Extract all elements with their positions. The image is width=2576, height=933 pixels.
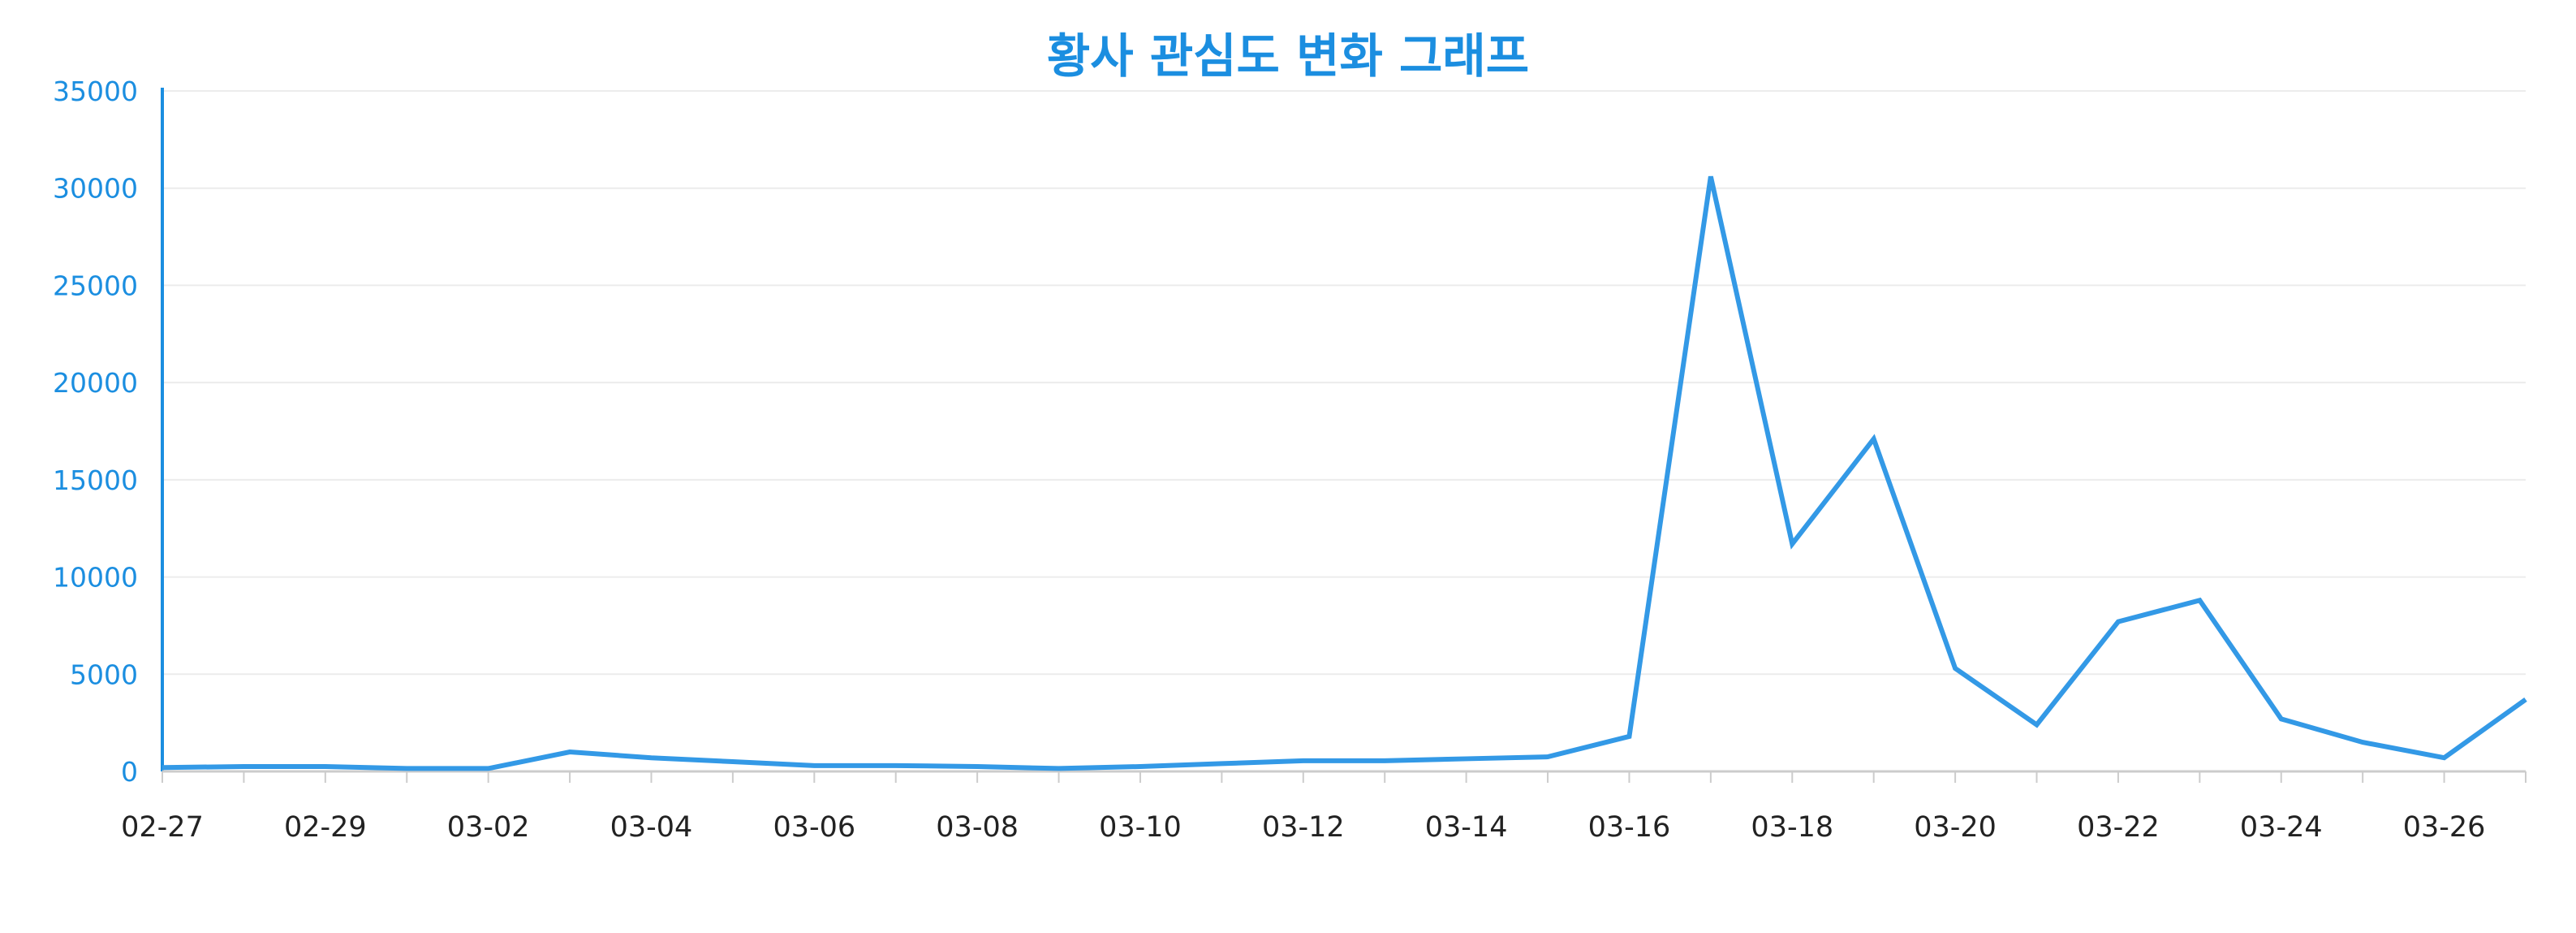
series-line [162, 175, 2527, 771]
x-tick-label: 03-16 [1588, 811, 1671, 844]
y-tick-label: 35000 [53, 76, 138, 107]
y-tick-label: 5000 [70, 659, 138, 690]
x-tick-label: 03-02 [447, 811, 530, 844]
y-tick-label: 10000 [53, 562, 138, 594]
axes [161, 88, 2526, 783]
grid-lines [162, 90, 2526, 676]
tick-labels: 0 5000 10000 15000 20000 25000 30000 35000 02-27… [53, 76, 2485, 844]
x-tick-label: 02-27 [121, 811, 204, 844]
y-tick-label: 25000 [53, 270, 138, 301]
x-tick-label: 03-24 [2240, 811, 2323, 844]
x-tick-label: 02-29 [284, 811, 367, 844]
x-tick-label: 03-18 [1751, 811, 1833, 844]
x-tick-label: 03-26 [2403, 811, 2486, 844]
x-tick-label: 03-04 [610, 811, 693, 844]
x-tick-label: 03-12 [1262, 811, 1345, 844]
x-tick-label: 03-20 [1914, 811, 1997, 844]
y-tick-label: 15000 [53, 464, 138, 496]
chart-title: 황사 관심도 변화 그래프 [1046, 28, 1530, 84]
y-tick-label: 0 [121, 756, 138, 788]
x-tick-label: 03-22 [2077, 811, 2160, 844]
x-tick-label: 03-08 [936, 811, 1019, 844]
y-tick-label: 30000 [53, 173, 138, 205]
series-layer [162, 175, 2527, 771]
x-tick-label: 03-10 [1099, 811, 1182, 844]
x-tick-label: 03-06 [773, 811, 855, 844]
y-tick-label: 20000 [53, 367, 138, 399]
x-tick-label: 03-14 [1425, 811, 1508, 844]
